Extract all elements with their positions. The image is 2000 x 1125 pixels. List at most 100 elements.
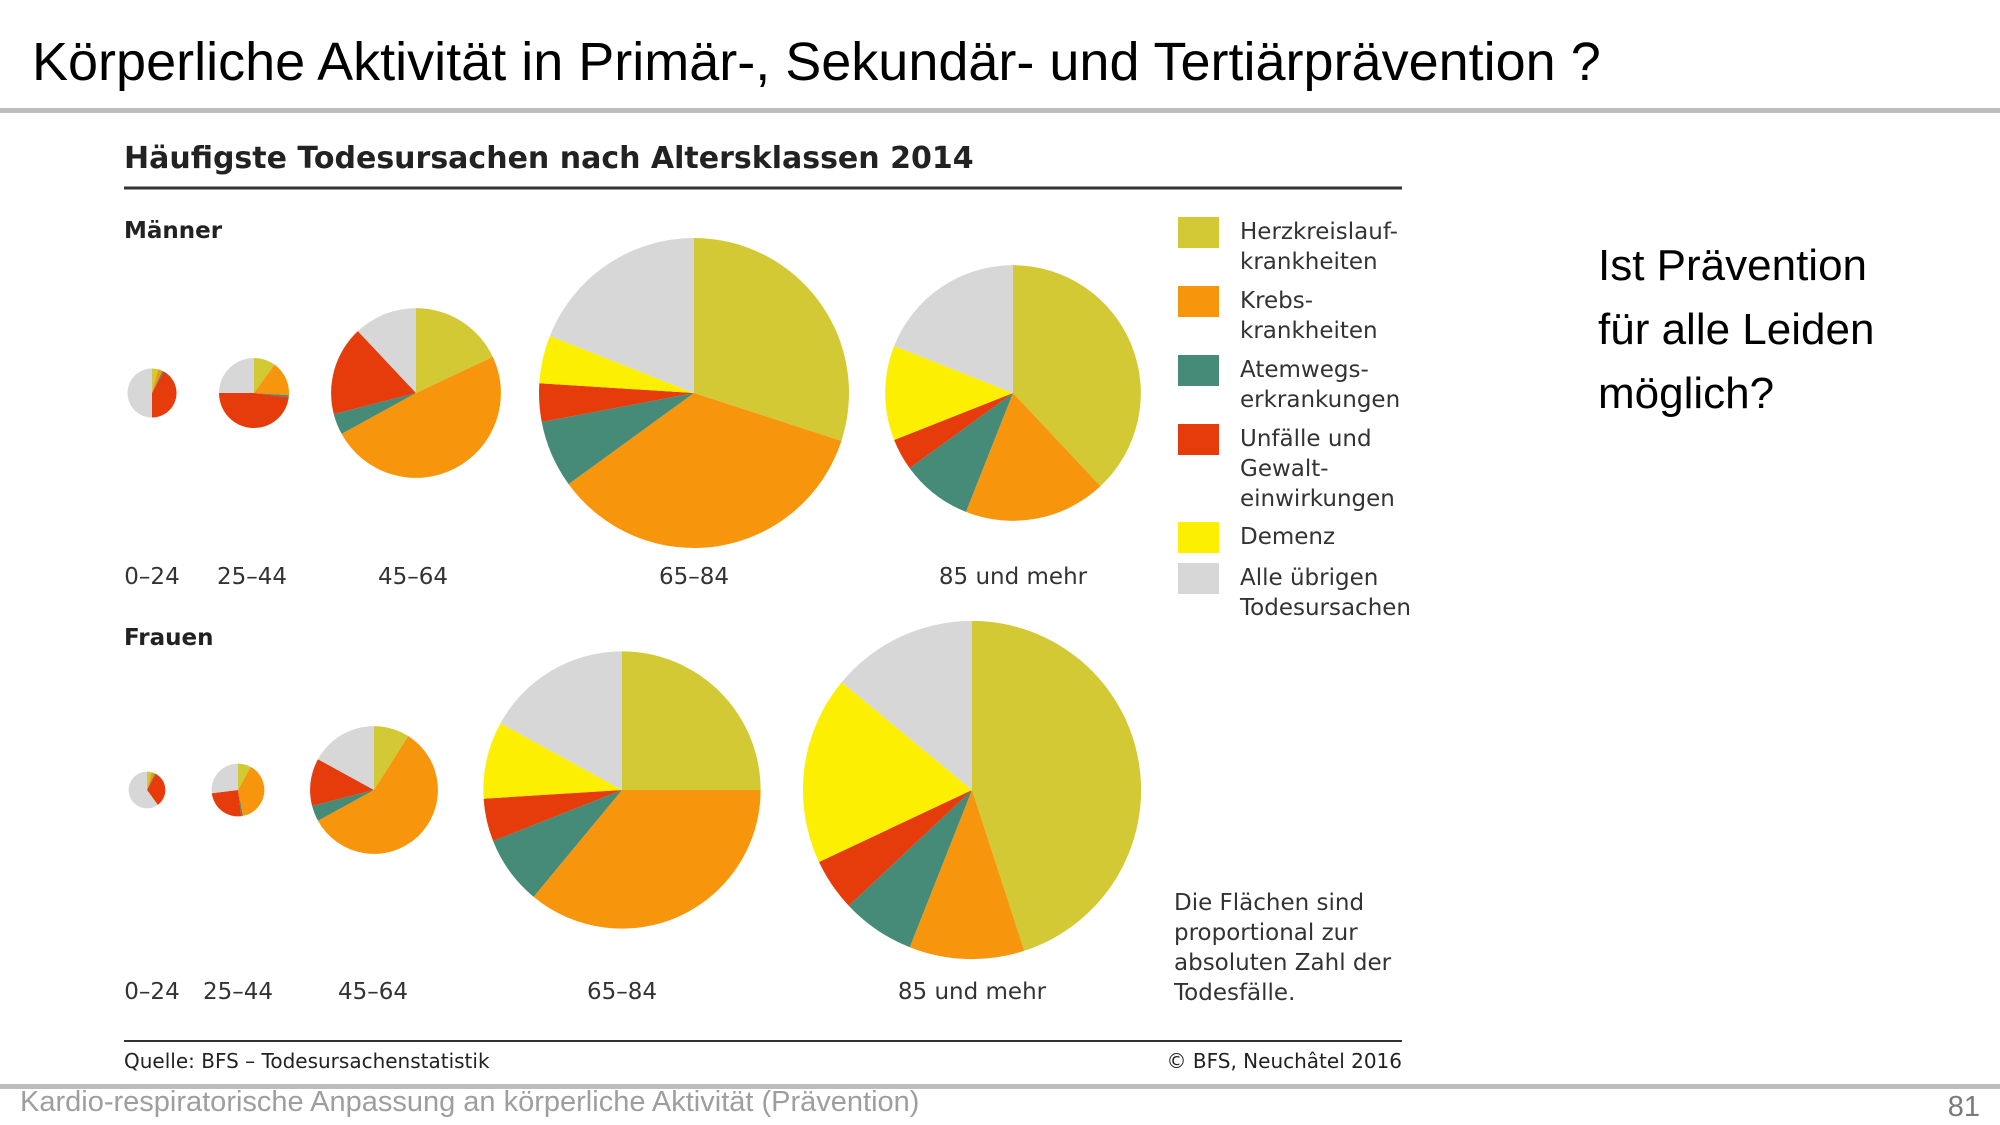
area-note-line: Todesfälle. (1173, 980, 1295, 1006)
pie-slice-alle-uebrigen-todesursachen (127, 368, 152, 418)
pie-slice-herzkreislaufkrankheiten (416, 308, 493, 393)
chart-title: Häufigste Todesursachen nach Altersklass… (124, 141, 974, 176)
pie-slice-herzkreislaufkrankheiten (254, 358, 275, 393)
legend-label: Demenz (1240, 524, 1335, 550)
slide-title: Körperliche Aktivität in Primär-, Sekund… (32, 32, 1601, 92)
legend-item-herzkreislaufkrankheiten: Herzkreislauf-krankheiten (1178, 217, 1398, 275)
pie-frauen-0-24 (128, 771, 166, 809)
pie-maenner-0-24 (127, 368, 177, 418)
age-class-label: 25–44 (217, 564, 287, 590)
group-frauen: Frauen 0–24 25–44 45–64 65–84 85 und mehr (124, 620, 1142, 1005)
pie-slice-atemwegserkrankungen (333, 393, 416, 434)
pie-slice-alle-uebrigen-todesursachen (894, 265, 1013, 393)
pie-slice-alle-uebrigen-todesursachen (211, 763, 238, 794)
title-divider (0, 108, 2000, 113)
pie-slice-herzkreislaufkrankheiten (147, 771, 152, 790)
chart-legend: Herzkreislauf-krankheitenKrebs-krankheit… (1178, 217, 1411, 621)
pie-slice-herzkreislaufkrankheiten (1013, 265, 1141, 487)
side-question-line: Ist Prävention (1598, 241, 1868, 290)
legend-item-unfaelle-und-gewalteinwirkungen: Unfälle und Gewalt-einwirkungen (1178, 424, 1395, 512)
pie-maenner-65-84 (539, 237, 849, 549)
pie-slice-krebskrankheiten (568, 393, 842, 549)
legend-swatch (1178, 424, 1219, 455)
pie-slice-unfaelle-und-gewalteinwirkungen (211, 790, 242, 817)
legend-label: Gewalt- (1240, 456, 1329, 482)
legend-swatch (1178, 522, 1219, 553)
group-maenner: Männer 0–24 25–44 45–64 65–84 85 und mehr (124, 218, 1141, 590)
chart-figure: Häufigste Todesursachen nach Altersklass… (124, 141, 1411, 1073)
age-class-label: 45–64 (338, 979, 408, 1005)
pie-maenner-85-und-mehr (885, 265, 1141, 521)
side-question-line: für alle Leiden (1598, 305, 1875, 354)
pie-slice-atemwegserkrankungen (848, 790, 972, 948)
legend-item-atemwegserkrankungen: Atemwegs-erkrankungen (1178, 355, 1400, 413)
pie-slice-atemwegserkrankungen (312, 790, 374, 821)
pie-slice-krebskrankheiten (965, 393, 1101, 521)
age-class-label: 85 und mehr (898, 979, 1047, 1005)
pie-slice-atemwegserkrankungen (147, 773, 156, 790)
pie-slice-atemwegserkrankungen (254, 393, 289, 398)
pie-slice-krebskrankheiten (238, 766, 265, 816)
side-question: Ist Prävention für alle Leiden möglich? (1598, 234, 1978, 426)
pie-slice-herzkreislaufkrankheiten (152, 368, 159, 393)
legend-label: krankheiten (1240, 318, 1378, 344)
pie-slice-alle-uebrigen-todesursachen (219, 358, 254, 393)
pie-slice-atemwegserkrankungen (493, 790, 622, 897)
age-class-label: 85 und mehr (939, 564, 1088, 590)
pie-slice-krebskrankheiten (318, 736, 438, 854)
age-class-label: 65–84 (587, 979, 657, 1005)
pie-slice-unfaelle-und-gewalteinwirkungen (331, 331, 416, 415)
pie-slice-krebskrankheiten (909, 790, 1025, 960)
age-class-label: 0–24 (124, 979, 179, 1005)
pie-slice-demenz (483, 723, 622, 799)
pie-slice-herzkreislaufkrankheiten (694, 238, 849, 441)
pie-slice-alle-uebrigen-todesursachen (318, 726, 374, 790)
pie-slice-herzkreislaufkrankheiten (374, 726, 409, 790)
legend-item-alle-uebrigen-todesursachen: Alle übrigen Todesursachen (1178, 563, 1411, 621)
pie-slice-alle-uebrigen-todesursachen (357, 308, 416, 393)
pie-slice-unfaelle-und-gewalteinwirkungen (819, 790, 972, 906)
pie-slice-krebskrankheiten (533, 790, 761, 929)
pie-slice-alle-uebrigen-todesursachen (128, 771, 158, 809)
pie-frauen-45-64 (310, 726, 438, 854)
legend-label: Unfälle und (1240, 426, 1372, 452)
pie-slice-atemwegserkrankungen (541, 393, 694, 485)
legend-label: krankheiten (1240, 249, 1378, 275)
area-note: Die Flächen sind proportional zur absolute… (1173, 890, 1392, 1006)
pie-slice-alle-uebrigen-todesursachen (841, 620, 972, 790)
pie-maenner-25-44 (218, 358, 289, 429)
pie-slice-unfaelle-und-gewalteinwirkungen (147, 773, 166, 805)
pie-slice-atemwegserkrankungen (909, 393, 1013, 512)
legend-label: erkrankungen (1240, 387, 1400, 413)
legend-label: einwirkungen (1240, 486, 1395, 512)
pie-slice-unfaelle-und-gewalteinwirkungen (218, 393, 289, 429)
age-class-label: 45–64 (378, 564, 448, 590)
legend-swatch (1178, 217, 1219, 248)
pie-slice-demenz (885, 345, 1013, 441)
area-note-line: absoluten Zahl der (1174, 950, 1392, 976)
legend-label: Atemwegs- (1240, 357, 1369, 383)
pie-slice-demenz (539, 335, 694, 393)
legend-swatch (1178, 286, 1219, 317)
copyright-text: © BFS, Neuchâtel 2016 (1167, 1049, 1402, 1073)
legend-label: Alle übrigen (1240, 565, 1378, 591)
area-note-line: Die Flächen sind (1174, 890, 1364, 916)
pie-slice-krebskrankheiten (147, 772, 155, 790)
pie-slice-krebskrankheiten (341, 356, 501, 478)
pie-slice-unfaelle-und-gewalteinwirkungen (539, 383, 694, 423)
area-note-line: proportional zur (1174, 920, 1358, 946)
age-class-label: 25–44 (203, 979, 273, 1005)
legend-item-demenz: Demenz (1178, 522, 1335, 553)
pie-slice-demenz (802, 682, 972, 862)
pie-slice-krebskrankheiten (152, 369, 163, 393)
legend-label: Todesursachen (1239, 595, 1411, 621)
legend-item-krebskrankheiten: Krebs-krankheiten (1178, 286, 1378, 344)
footer-text: Kardio-respiratorische Anpassung an körp… (20, 1086, 920, 1118)
legend-label: Herzkreislauf- (1240, 219, 1398, 245)
pie-slice-unfaelle-und-gewalteinwirkungen (310, 759, 374, 806)
age-class-label: 0–24 (124, 564, 179, 590)
legend-swatch (1178, 355, 1219, 386)
footer-divider (0, 1084, 2000, 1089)
pie-slice-herzkreislaufkrankheiten (972, 620, 1142, 951)
